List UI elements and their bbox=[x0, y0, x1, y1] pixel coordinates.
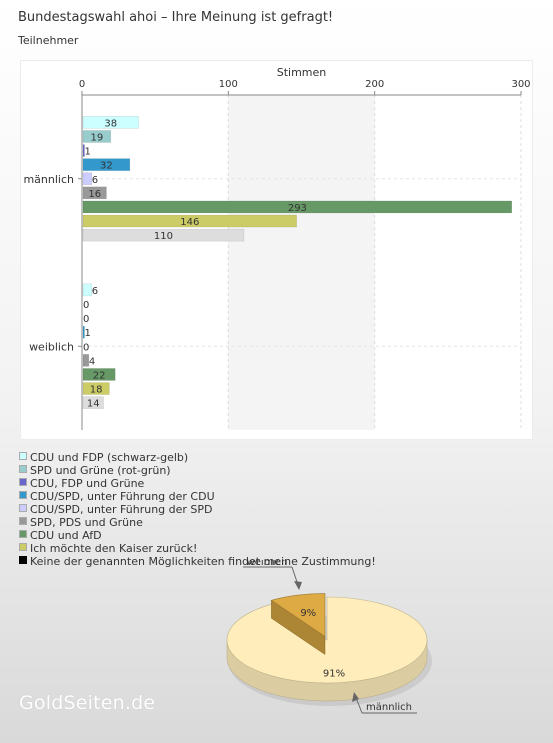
data-label: 16 bbox=[88, 189, 101, 200]
legend-item: Keine der genannten Möglichkeiten findet… bbox=[19, 555, 376, 568]
data-label: 0 bbox=[83, 314, 89, 325]
bar bbox=[82, 283, 93, 297]
legend-item: Ich möchte den Kaiser zurück! bbox=[19, 542, 376, 555]
page-subtitle: Teilnehmer bbox=[18, 34, 79, 47]
bar bbox=[82, 325, 85, 339]
x-tick-label: 200 bbox=[365, 79, 384, 90]
bar bbox=[82, 186, 107, 200]
data-label: 14 bbox=[87, 399, 100, 410]
legend-swatch bbox=[19, 491, 27, 499]
x-tick-label: 100 bbox=[219, 79, 238, 90]
legend-label: Ich möchte den Kaiser zurück! bbox=[30, 542, 198, 555]
bar bbox=[82, 116, 139, 129]
pie-value-label: 9% bbox=[300, 608, 316, 619]
legend-swatch bbox=[19, 530, 27, 538]
data-label: 19 bbox=[91, 132, 104, 143]
data-label: 293 bbox=[288, 203, 307, 214]
pie-chart: 91% 9% weiblich männlich bbox=[226, 560, 432, 714]
data-label: 6 bbox=[92, 286, 98, 297]
data-label: 0 bbox=[83, 342, 89, 353]
page-title: Bundestagswahl ahoi – Ihre Meinung ist g… bbox=[18, 10, 334, 25]
bar bbox=[82, 396, 104, 409]
legend-swatch bbox=[19, 543, 27, 551]
legend-label: SPD und Grüne (rot-grün) bbox=[30, 464, 171, 477]
category-label: männlich bbox=[23, 173, 74, 186]
pie-category-label: weiblich bbox=[247, 560, 288, 568]
legend-label: CDU/SPD, unter Führung der CDU bbox=[30, 490, 215, 503]
legend-item: CDU/SPD, unter Führung der SPD bbox=[19, 503, 376, 516]
legend-label: CDU, FDP und Grüne bbox=[30, 477, 145, 490]
bar bbox=[82, 130, 112, 143]
legend-swatch bbox=[19, 478, 27, 486]
legend-label: SPD, PDS und Grüne bbox=[30, 516, 143, 529]
x-tick-label: 300 bbox=[511, 79, 530, 90]
bar-chart-panel: 0 100 200 300 Stimmen männlich 38 19 1 32 6 16 293 14… bbox=[20, 60, 533, 440]
legend-item: CDU/SPD, unter Führung der CDU bbox=[19, 490, 376, 503]
bar bbox=[82, 144, 85, 157]
bar bbox=[82, 368, 116, 381]
bar-chart: 0 100 200 300Stimmenmännlich381913261629314… bbox=[23, 66, 531, 430]
pie-value-label: 91% bbox=[323, 668, 345, 679]
legend-item: CDU, FDP und Grüne bbox=[19, 477, 376, 490]
legend-label: Keine der genannten Möglichkeiten findet… bbox=[30, 555, 376, 568]
pie-category-label: männlich bbox=[366, 702, 412, 713]
legend-label: CDU/SPD, unter Führung der SPD bbox=[30, 503, 213, 516]
legend-item: CDU und AfD bbox=[19, 529, 376, 542]
legend-label: CDU und AfD bbox=[30, 529, 102, 542]
data-label: 4 bbox=[89, 356, 95, 367]
bar bbox=[82, 158, 131, 171]
chart-legend: CDU und FDP (schwarz-gelb) SPD und Grüne … bbox=[19, 451, 376, 568]
bar bbox=[82, 228, 245, 242]
data-label: 1 bbox=[84, 328, 90, 339]
bar bbox=[82, 200, 513, 214]
legend-swatch bbox=[19, 556, 27, 564]
data-label: 6 bbox=[92, 175, 98, 186]
bar bbox=[82, 172, 93, 186]
legend-label: CDU und FDP (schwarz-gelb) bbox=[30, 451, 189, 464]
data-label: 1 bbox=[84, 147, 90, 158]
x-axis-label: Stimmen bbox=[277, 66, 327, 79]
data-label: 38 bbox=[104, 118, 117, 129]
data-label: 146 bbox=[180, 217, 199, 228]
data-label: 18 bbox=[90, 385, 103, 396]
legend-item: CDU und FDP (schwarz-gelb) bbox=[19, 451, 376, 464]
callout-arrow bbox=[352, 692, 359, 702]
pie-chart-panel: 91% 9% weiblich männlich bbox=[0, 560, 553, 743]
legend-swatch bbox=[19, 504, 27, 512]
pie-slice-weiblich bbox=[270, 593, 326, 638]
data-label: 110 bbox=[154, 231, 173, 242]
legend-swatch bbox=[19, 465, 27, 473]
legend-swatch bbox=[19, 517, 27, 525]
data-label: 22 bbox=[93, 370, 106, 381]
x-tick-label: 0 bbox=[79, 79, 85, 90]
legend-item: SPD, PDS und Grüne bbox=[19, 516, 376, 529]
data-label: 32 bbox=[100, 161, 113, 172]
bar bbox=[82, 382, 110, 395]
bar bbox=[82, 214, 297, 228]
watermark-logo: GoldSeiten.de bbox=[19, 692, 156, 714]
callout-arrow bbox=[294, 581, 302, 590]
data-label: 0 bbox=[83, 300, 89, 311]
legend-item: SPD und Grüne (rot-grün) bbox=[19, 464, 376, 477]
grid-band bbox=[228, 95, 375, 430]
legend-swatch bbox=[19, 452, 27, 460]
bar bbox=[82, 354, 90, 367]
category-label: weiblich bbox=[29, 340, 74, 353]
